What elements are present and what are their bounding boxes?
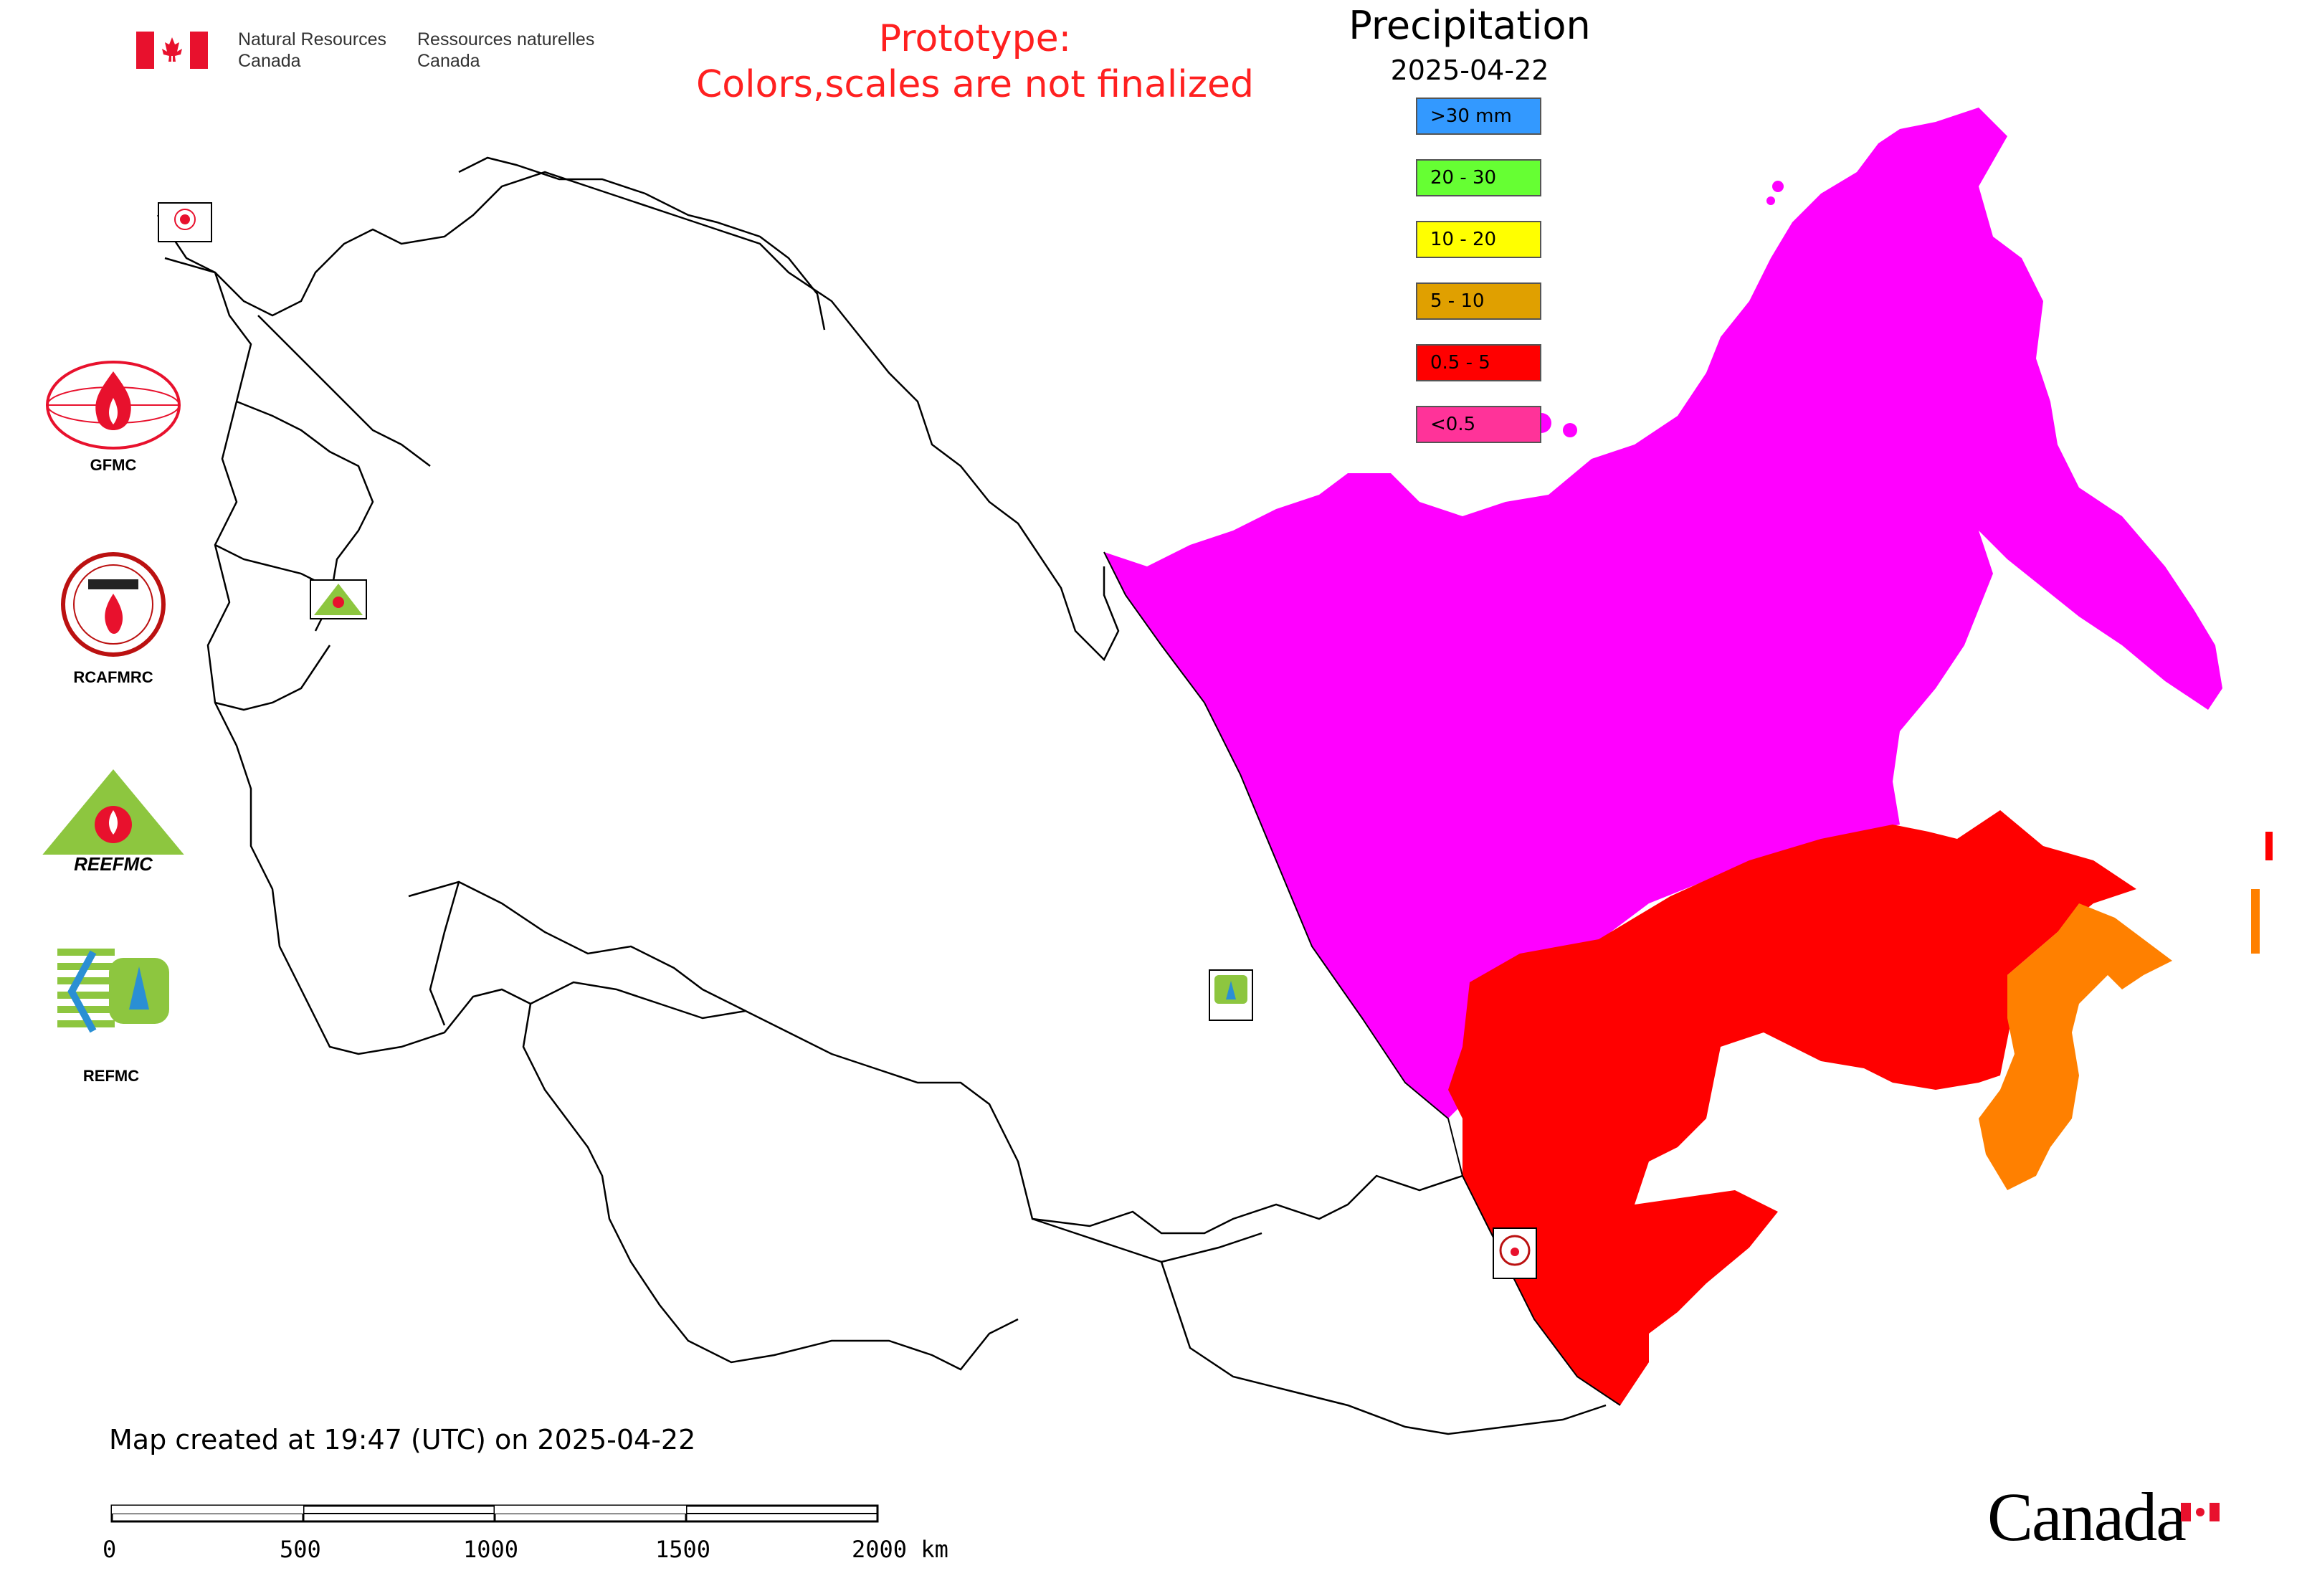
reefmc-logo [37,766,189,873]
reefmc-label: REEFMC [74,853,153,875]
refmc-label: REFMC [82,1067,140,1085]
islands-orange [2251,889,2260,954]
scale-bar [110,1504,882,1524]
agency-name-fr: Ressources naturelles Canada [417,29,594,72]
scale-label-500: 500 [280,1536,321,1563]
prototype-notice: Prototype: Colors,scales are not finaliz… [645,16,1305,108]
legend-swatch-0-5-5: 0.5 - 5 [1416,344,1541,381]
wordmark-flag-icon [2181,1503,2220,1521]
legend-swatch-10-20: 10 - 20 [1416,221,1541,258]
region-lt-0-5 [1104,108,2222,1118]
rcafmrc-map-badge [1493,1227,1537,1279]
gfmc-label: GFMC [90,456,137,474]
canada-flag-icon [136,32,208,69]
legend-title: Precipitation [1349,3,1591,48]
agency-name-fr-line1: Ressources naturelles [417,29,595,49]
agency-name-en: Natural Resources Canada [238,29,386,72]
scale-label-0: 0 [103,1536,117,1563]
legend-label: 20 - 30 [1430,167,1497,189]
region-0-5-5 [1448,810,2136,1405]
region-5-10 [1979,903,2172,1190]
scale-label-1000: 1000 [463,1536,519,1563]
canada-wordmark: Canada [1987,1478,2187,1555]
map-created-text: Map created at 19:47 (UTC) on 2025-04-22 [109,1424,696,1455]
rcafmrc-logo [60,551,167,658]
prototype-line2: Colors,scales are not finalized [695,63,1255,106]
legend-label: 5 - 10 [1430,290,1485,312]
legend-label: >30 mm [1430,105,1512,127]
legend-swatch-20-30: 20 - 30 [1416,159,1541,196]
islands-red [2265,832,2273,860]
scale-label-2000: 2000 km [852,1536,948,1563]
refmc-logo [57,945,172,1038]
legend-swatch-5-10: 5 - 10 [1416,282,1541,320]
legend-swatch-gt30: >30 mm [1416,98,1541,135]
agency-name-fr-line2: Canada [417,51,480,71]
reefmc-map-badge [310,579,367,619]
scale-label-1500: 1500 [655,1536,711,1563]
legend-swatch-lt0-5: <0.5 [1416,406,1541,443]
legend-label: 10 - 20 [1430,229,1497,250]
gfmc-logo [42,358,185,452]
rcafmrc-label: RCAFMRC [73,668,153,686]
legend-label: 0.5 - 5 [1430,352,1490,374]
agency-name-en-line2: Canada [238,51,301,71]
legend-date: 2025-04-22 [1390,54,1549,86]
refmc-map-badge [1209,969,1253,1021]
gfmc-map-badge [158,202,212,242]
prototype-line1: Prototype: [878,17,1072,60]
agency-name-en-line1: Natural Resources [238,29,387,49]
legend-label: <0.5 [1430,414,1476,435]
russia-outline [1103,551,1621,1406]
